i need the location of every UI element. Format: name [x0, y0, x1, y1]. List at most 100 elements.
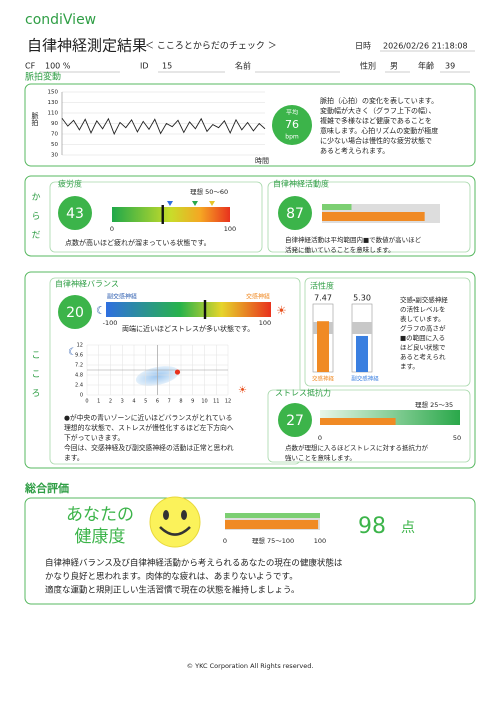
scale-label: 0 — [318, 434, 322, 442]
description: グラフの高さが — [400, 324, 446, 333]
x-tick-label: 0 — [85, 399, 88, 405]
x-tick-label: 9 — [191, 399, 194, 405]
info-cf: 100 % — [45, 62, 71, 71]
y-tick-label: 0 — [80, 393, 83, 399]
range-band — [225, 513, 320, 518]
description: ほど良い状態で — [400, 343, 446, 352]
activity-bar — [322, 212, 425, 221]
mind-box — [24, 271, 476, 469]
info-gender-label: 性別 — [360, 61, 376, 71]
description: 脈拍（心拍）の変化を表しています。 — [320, 96, 438, 105]
y-tick-label: 9.6 — [75, 353, 83, 359]
activity-bar — [317, 321, 329, 372]
description: 表しています。 — [400, 314, 445, 323]
ideal-label: 理想 25～35 — [415, 400, 453, 409]
description: 下がっていきます。 — [64, 433, 124, 442]
description: 理想的な状態で、ストレスが慢性化するほど左下方向へ — [64, 423, 234, 432]
balance-value: 20 — [66, 305, 84, 321]
marker-triangle — [209, 201, 215, 206]
smiley-eye — [163, 510, 169, 520]
note: 自律神経活動は平均範囲内■で数値が高いほど — [285, 235, 422, 244]
y-tick-label: 90 — [51, 121, 58, 127]
info-gender: 男 — [390, 62, 398, 71]
right-label: 交感神経 — [246, 293, 270, 301]
health-label: 健康度 — [75, 527, 126, 547]
note: 強いことを意味します。 — [285, 453, 356, 462]
note: 活発に働いていることを意味します。 — [285, 245, 395, 254]
description: 今回は、交感神経及び副交感神経の活動は正常と思われ — [64, 443, 234, 452]
smiley-eye — [181, 510, 187, 520]
score-bar — [225, 520, 319, 529]
subtitle: ＜ こころとからだのチェック ＞ — [145, 41, 277, 52]
x-tick-label: 10 — [201, 399, 207, 405]
stress-bar — [320, 418, 396, 425]
y-tick-label: 50 — [51, 142, 58, 148]
y-tick-label: 4.8 — [75, 373, 83, 379]
info-age-label: 年齢 — [418, 61, 434, 71]
stress-circle — [278, 403, 312, 437]
description: 自律神経バランス及び自律神経活動から考えられるあなたの現在の健康状態は — [45, 558, 343, 569]
y-tick-label: 150 — [48, 90, 59, 96]
y-tick-label: 30 — [51, 153, 58, 159]
panel-title: 疲労度 — [58, 179, 82, 189]
description: 意味します。心拍リズムの変動が極度 — [320, 126, 438, 135]
description: ます。 — [400, 363, 419, 371]
range-band — [352, 322, 372, 334]
stress-panel — [267, 389, 471, 463]
fatigue-marker — [161, 205, 164, 224]
activity-value: 87 — [286, 206, 304, 222]
info-age: 39 — [445, 62, 455, 71]
stress-value: 27 — [286, 413, 304, 429]
bar-label: 交感神経 — [312, 375, 335, 383]
date-label: 日時 — [355, 42, 371, 51]
range-band — [322, 204, 352, 210]
pulse-box — [24, 83, 476, 167]
bar-label: 副交感神経 — [351, 375, 379, 383]
description: ます。 — [64, 454, 84, 462]
smiley-mouth — [159, 526, 191, 536]
sun-icon: ☀ — [238, 385, 247, 396]
value-label: 5.30 — [353, 294, 371, 303]
score: 98 — [358, 514, 386, 539]
x-tick-label: 5 — [144, 399, 147, 405]
x-tick-label: 4 — [132, 399, 135, 405]
footer: © YKC Corporation All Rights reserved. — [187, 662, 314, 670]
fatigue-circle — [58, 196, 92, 230]
balance-circle — [58, 295, 92, 329]
scale-label: 100 — [259, 319, 271, 327]
description: あると考えられ — [400, 353, 446, 361]
body-box — [24, 175, 476, 257]
avg-label: 平均 — [286, 109, 298, 117]
y-tick-label: 110 — [48, 111, 59, 117]
health-label: あなたの — [66, 505, 134, 525]
x-tick-label: 1 — [97, 399, 100, 405]
pulse-line — [61, 117, 266, 136]
y-tick-label: 7.2 — [75, 363, 83, 369]
note: 点数が理想に入るほどストレスに対する抵抗力が — [285, 443, 429, 452]
x-tick-label: 11 — [213, 399, 219, 405]
x-tick-label: 12 — [225, 399, 231, 405]
y-tick-label: 12 — [77, 343, 83, 349]
avg-value: 76 — [285, 118, 299, 131]
moon-icon: ☾ — [96, 304, 106, 317]
fatigue-gradient — [112, 207, 230, 222]
note: 両端に近いほどストレスが多い状態です。 — [122, 324, 254, 333]
x-tick-label: 6 — [156, 399, 159, 405]
section-title: 脈拍変動 — [25, 71, 61, 83]
y-tick-label: 70 — [51, 132, 58, 138]
y-label: 脈拍 — [31, 111, 39, 127]
info-name-label: 名前 — [235, 61, 251, 71]
value-label: 7.47 — [314, 294, 332, 303]
title: 自律神経測定結果 — [27, 37, 147, 55]
description: かなり良好と思われます。肉体的な疲れは、あまりないようです。 — [45, 571, 298, 582]
scale-label: 100 — [314, 537, 326, 545]
note: 点数が高いほど疲れが溜まっている状態です。 — [65, 238, 211, 247]
marker-triangle — [192, 201, 198, 206]
panel-title: 自律神経バランス — [55, 279, 119, 289]
x-tick-label: 8 — [179, 399, 182, 405]
avg-unit: bpm — [285, 134, 299, 141]
description: ●が中央の青いゾーンに近いほどバランスがとれている — [64, 413, 232, 422]
description: の活性レベルを — [400, 305, 446, 314]
balance-gradient — [106, 302, 271, 317]
